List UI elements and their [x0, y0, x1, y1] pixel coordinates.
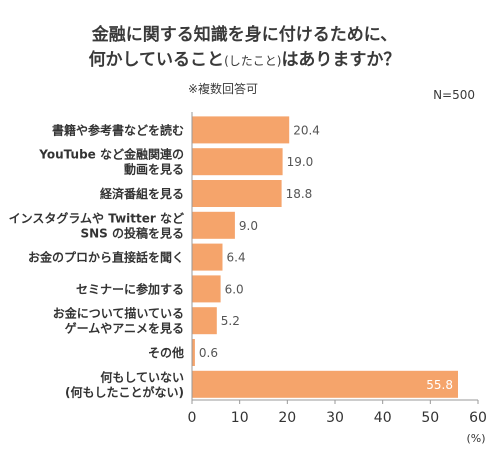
x-tick-label-3: 30: [326, 410, 344, 426]
category-label-0-0: 書籍や参考書などを読む: [52, 122, 184, 137]
category-label-3-1: SNS の投稿を見る: [80, 225, 184, 240]
bar-2: [192, 180, 282, 207]
value-label-2: 18.8: [286, 187, 313, 201]
x-tick-label-2: 20: [278, 410, 296, 426]
title-line2-small: (したこと): [224, 54, 282, 68]
category-label-5-0: セミナーに参加する: [76, 281, 184, 296]
category-label-8-0: 何もしていない: [100, 369, 184, 384]
bar-6: [192, 307, 217, 335]
bar-7: [192, 339, 195, 366]
chart-title-line1: 金融に関する知識を身に付けるために、: [91, 25, 398, 45]
bar-4: [192, 243, 223, 271]
value-label-6: 5.2: [221, 314, 240, 328]
value-label-8: 55.8: [426, 378, 453, 392]
bar-1: [192, 148, 283, 176]
x-axis-unit: (%): [466, 432, 485, 445]
bar-3: [192, 211, 235, 239]
category-label-6-0: お金について描いている: [53, 306, 184, 321]
category-label-1-1: 動画を見る: [124, 162, 184, 177]
x-tick-label-6: 60: [469, 410, 487, 426]
value-label-4: 6.4: [227, 251, 246, 265]
category-label-7-0: その他: [148, 345, 184, 360]
category-label-4-0: お金のプロから直接話を聞く: [28, 250, 184, 265]
category-label-1-0: YouTube など金融関連の: [38, 147, 184, 162]
value-label-1: 19.0: [287, 155, 314, 169]
value-label-5: 6.0: [225, 282, 244, 296]
x-tick-label-1: 10: [231, 410, 249, 426]
category-label-8-1: (何もしたことがない): [65, 384, 184, 399]
category-label-6-1: ゲームやアニメを見る: [65, 321, 184, 336]
chart-title-line2: 何かしていること(したこと)はありますか？: [0, 49, 489, 72]
multiple-answer-note: ※複数回答可: [188, 82, 259, 96]
value-label-0: 20.4: [293, 123, 320, 137]
title-line2-end: はありますか？: [281, 50, 401, 70]
x-tick-label-4: 40: [374, 410, 392, 426]
category-label-3-0: インスタグラムや Twitter など: [9, 210, 184, 225]
bar-5: [192, 275, 221, 303]
bar-8: [192, 370, 458, 398]
title-line2-main: 何かしていること: [88, 50, 225, 70]
value-label-3: 9.0: [239, 219, 258, 233]
value-label-7: 0.6: [199, 346, 218, 360]
category-label-2-0: 経済番組を見る: [100, 186, 184, 201]
bar-0: [192, 116, 290, 144]
x-tick-label-0: 0: [188, 410, 197, 426]
sample-size-label: N=500: [433, 88, 475, 102]
x-tick-label-5: 50: [421, 410, 439, 426]
